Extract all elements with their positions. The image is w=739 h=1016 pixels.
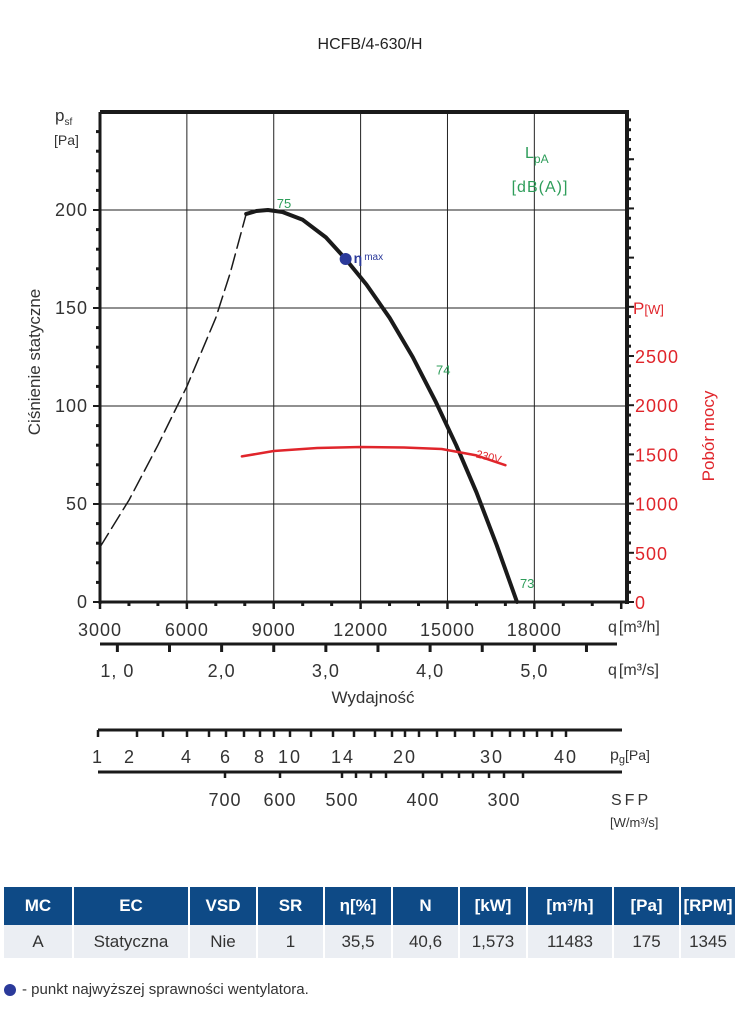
header-vsd: VSD: [189, 887, 258, 925]
right-tick-label: 1500: [635, 445, 679, 465]
pg-tick-label: 30: [480, 747, 504, 767]
header-rpm: [RPM]: [680, 887, 735, 925]
x-tick-label-m3s: 1, 0: [100, 661, 134, 681]
y-tick-label: 150: [55, 298, 88, 318]
axis-labels: psf [Pa] Ciśnienie statyczne LpA [dB(A)]…: [25, 106, 718, 830]
pg-tick-label: 1: [92, 747, 104, 767]
cell-eta: 35,5: [324, 925, 393, 958]
x-tick-label-m3s: 4,0: [416, 661, 444, 681]
right-tick-label: 0: [635, 593, 646, 613]
sfp-tick-label: 400: [406, 790, 439, 810]
header-ec: EC: [73, 887, 190, 925]
sfp-tick-label: 600: [263, 790, 296, 810]
pg-tick-label: 4: [181, 747, 193, 767]
fan-data-table: MC EC VSD SR η[%] N [kW] [m³/h] [Pa] [RP…: [4, 887, 735, 958]
grid-lines: [100, 112, 627, 602]
y-axis-ticks: 0 50 100 150 200: [55, 130, 100, 612]
cell-ec: Statyczna: [73, 925, 190, 958]
right-tick-label: 2000: [635, 396, 679, 416]
x-axis-title: Wydajność: [332, 688, 415, 707]
x-tick-label-m3h: 12000: [333, 620, 388, 640]
pg-tick-label: 6: [220, 747, 232, 767]
cell-vsd: Nie: [189, 925, 258, 958]
pg-tick-label: 40: [554, 747, 578, 767]
cell-rpm: 1345: [680, 925, 735, 958]
eta-max-point: [339, 253, 352, 265]
y-axis-title: Ciśnienie statyczne: [25, 289, 44, 435]
right-tick-label: 2500: [635, 347, 679, 367]
cell-mc: A: [4, 925, 74, 958]
cell-kw: 1,573: [459, 925, 528, 958]
header-pa: [Pa]: [613, 887, 681, 925]
x-tick-label-m3h: 15000: [420, 620, 475, 640]
sfp-tick-label: 500: [325, 790, 358, 810]
series-label-230v: 230V: [475, 449, 503, 467]
power-unit: P[W]: [633, 299, 664, 318]
y-tick-label: 50: [66, 494, 88, 514]
series-power-230V: [240, 445, 507, 467]
right-axis-title: Pobór mocy: [699, 390, 718, 481]
pg-sfp-scales: 1 2 4 6 8 10 14 20 30 40 700 600 500 400 300: [92, 728, 622, 810]
x-unit-m3s: q [m³/s]: [608, 662, 659, 679]
x-tick-label-m3s: 3,0: [312, 661, 340, 681]
annotations: 75 74 73 η max: [277, 196, 535, 591]
chart-title: HCFB/4-630/H: [318, 36, 423, 53]
x-tick-label-m3h: 6000: [165, 620, 209, 640]
header-sr: SR: [257, 887, 325, 925]
cell-pa: 175: [613, 925, 681, 958]
cell-m3h: 11483: [527, 925, 614, 958]
cell-sr: 1: [257, 925, 325, 958]
header-m3h: [m³/h]: [527, 887, 614, 925]
pg-tick-label: 20: [393, 747, 417, 767]
x-unit-m3h: q [m³/h]: [608, 619, 660, 636]
sound-label: LpA: [525, 145, 549, 166]
pg-tick-label: 10: [278, 747, 302, 767]
legend-note: - punkt najwyższej sprawności wentylator…: [4, 981, 309, 998]
sfp-tick-label: 700: [208, 790, 241, 810]
header-mc: MC: [4, 887, 74, 925]
x-tick-label-m3h: 18000: [507, 620, 562, 640]
x-tick-label-m3h: 9000: [252, 620, 296, 640]
y-unit: [Pa]: [54, 132, 79, 148]
pg-tick-label: 2: [124, 747, 136, 767]
pg-unit: pg[Pa]: [610, 747, 650, 766]
x-tick-label-m3h: 3000: [78, 620, 122, 640]
x-tick-label-m3s: 5,0: [520, 661, 548, 681]
pg-tick-label: 8: [254, 747, 266, 767]
sfp-label: SFP: [611, 792, 651, 809]
eta-max-dot-icon: [4, 983, 16, 996]
x-axis-ticks: 3000 6000 9000 12000 15000 18000 1, 0 2,0 3,0 4,0…: [78, 602, 623, 681]
header-n: N: [392, 887, 460, 925]
y-tick-label: 200: [55, 200, 88, 220]
right-axis-ticks: 0 500 1000 1500 2000 2500: [627, 118, 679, 613]
pg-tick-label: 14: [331, 747, 355, 767]
sound-level-label: 74: [436, 363, 450, 378]
x-tick-label-m3s: 2,0: [208, 661, 236, 681]
sfp-unit: [W/m³/s]: [610, 815, 658, 830]
header-kw: [kW]: [459, 887, 528, 925]
right-tick-label: 1000: [635, 495, 679, 515]
y-tick-label: 100: [55, 396, 88, 416]
header-eta: η[%]: [324, 887, 393, 925]
y-tick-label: 0: [77, 592, 88, 612]
fan-performance-chart: HCFB/4-630/H 230V 0 50 100 150 200 0 500 1000 1…: [25, 36, 718, 830]
y-unit-symbol: psf: [55, 106, 72, 128]
sound-level-label: 75: [277, 196, 291, 211]
series-pressure-curve: [244, 208, 519, 604]
cell-n: 40,6: [392, 925, 460, 958]
table-header-row: MC EC VSD SR η[%] N [kW] [m³/h] [Pa] [RP…: [4, 887, 735, 925]
table-row: A Statyczna Nie 1 35,5 40,6 1,573 11483 …: [4, 925, 735, 958]
eta-max-label: η max: [354, 250, 383, 266]
series-system-curve-dashed: [99, 213, 247, 548]
sfp-tick-label: 300: [487, 790, 520, 810]
sound-level-label: 73: [520, 576, 534, 591]
legend-note-text: - punkt najwyższej sprawności wentylator…: [22, 981, 309, 998]
sound-unit: [dB(A)]: [512, 179, 569, 196]
right-tick-label: 500: [635, 544, 668, 564]
